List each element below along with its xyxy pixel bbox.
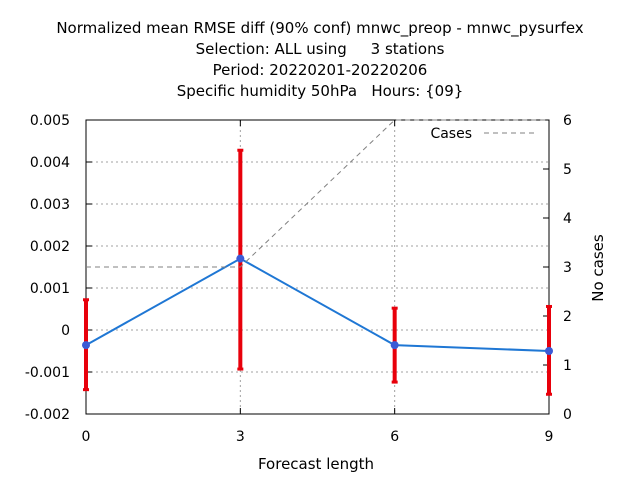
plot-frame	[85, 119, 550, 415]
chart-title-line-2: Selection: ALL using 3 stations	[195, 40, 445, 58]
y2-tick-label: 5	[563, 162, 572, 178]
x-tick-label: 0	[82, 429, 91, 445]
chart-title-line-3: Period: 20220201-20220206	[212, 61, 428, 79]
series	[82, 119, 553, 396]
legend: Cases	[430, 126, 534, 142]
x-tick-label: 6	[390, 429, 399, 445]
grid	[86, 120, 549, 414]
chart-title-line-1: Normalized mean RMSE diff (90% conf) mnw…	[56, 19, 584, 37]
x-axis-label: Forecast length	[258, 455, 374, 473]
data-point	[390, 341, 399, 350]
y2-tick-label: 0	[563, 407, 572, 423]
rmse-diff-line	[85, 257, 550, 352]
y-tick-label: 0	[61, 323, 70, 339]
y-tick-label: 0.004	[30, 155, 70, 171]
data-point	[236, 254, 245, 263]
y2-tick-label: 3	[563, 260, 572, 276]
chart-title-line-4: Specific humidity 50hPa Hours: {09}	[176, 82, 464, 100]
y2-axis-label: No cases	[589, 234, 607, 302]
x-tick-label: 9	[545, 429, 554, 445]
y-tick-label: 0.005	[30, 113, 70, 129]
data-point	[545, 347, 553, 355]
y-tick-label: 0.003	[30, 197, 70, 213]
y-tick-label: -0.001	[25, 365, 70, 381]
y2-tick-label: 2	[563, 309, 572, 325]
y2-tick-label: 6	[563, 113, 572, 129]
y-tick-label: 0.001	[30, 281, 70, 297]
legend-label: Cases	[430, 126, 472, 142]
axis-ticks: -0.002 -0.001 0 0.001 0.002 0.003 0.004 0.005 0 3…	[25, 113, 572, 445]
data-point	[82, 341, 90, 350]
cases-line	[86, 119, 549, 268]
y-tick-label: 0.002	[30, 239, 70, 255]
y2-tick-label: 1	[563, 358, 572, 374]
y2-tick-label: 4	[563, 211, 572, 227]
x-tick-label: 3	[236, 429, 245, 445]
y-tick-label: -0.002	[25, 407, 70, 423]
